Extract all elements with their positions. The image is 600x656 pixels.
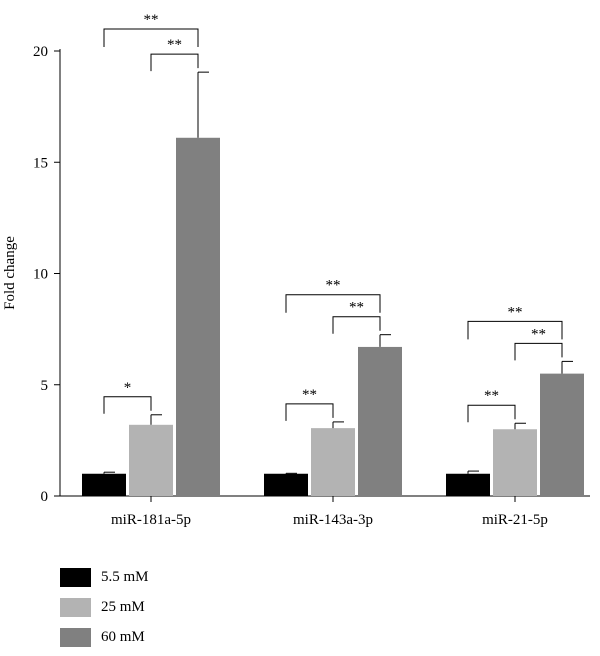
significance-bracket <box>103 28 199 47</box>
significance-brackets: ***************** <box>103 12 563 423</box>
legend: 5.5 mM 25 mM 60 mM <box>60 566 149 656</box>
x-tick-label: miR-21-5p <box>482 512 548 528</box>
y-axis-label: Fold change <box>2 236 18 310</box>
legend-swatch <box>60 627 91 647</box>
significance-bracket <box>332 316 381 334</box>
x-tick-label: miR-181a-5p <box>111 512 191 528</box>
legend-label: 25 mM <box>101 598 145 615</box>
significance-bracket <box>285 294 381 313</box>
bar <box>446 473 490 496</box>
significance-label: ** <box>508 304 523 320</box>
bar <box>311 428 355 496</box>
significance-label: ** <box>531 326 546 342</box>
legend-label: 60 mM <box>101 628 145 645</box>
significance-bracket <box>285 403 334 421</box>
legend-swatch <box>60 567 91 587</box>
legend-item: 60 mM <box>60 626 149 648</box>
legend-label: 5.5 mM <box>101 568 149 585</box>
significance-label: ** <box>144 12 159 28</box>
significance-bracket <box>103 396 152 414</box>
significance-label: ** <box>302 387 317 403</box>
significance-bracket <box>467 320 563 340</box>
bar <box>129 424 173 496</box>
significance-bracket <box>467 404 516 423</box>
bar <box>540 373 584 496</box>
significance-label: ** <box>167 37 182 53</box>
significance-label: ** <box>349 300 364 316</box>
x-tick-label: miR-143a-3p <box>293 512 373 528</box>
bar <box>264 473 308 496</box>
bar <box>176 137 220 496</box>
y-tick-label: 5 <box>41 378 49 394</box>
y-tick-label: 10 <box>33 267 48 283</box>
bar <box>358 346 402 496</box>
legend-item: 25 mM <box>60 596 149 618</box>
legend-item: 5.5 mM <box>60 566 149 588</box>
significance-bracket <box>514 342 563 361</box>
significance-label: ** <box>326 278 341 294</box>
legend-swatch <box>60 597 91 617</box>
significance-label: ** <box>484 388 499 404</box>
y-tick-label: 15 <box>33 155 48 171</box>
y-tick-label: 20 <box>33 44 48 60</box>
bar <box>82 473 126 496</box>
bar <box>493 429 537 496</box>
significance-label: * <box>124 380 132 396</box>
y-tick-label: 0 <box>41 489 49 505</box>
bars <box>82 71 584 496</box>
significance-bracket <box>150 53 199 72</box>
